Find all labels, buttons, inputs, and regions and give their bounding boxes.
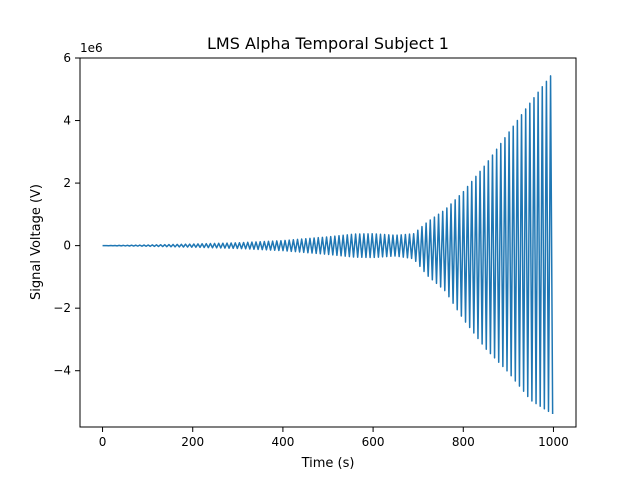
y-tick-label: −2 — [53, 301, 71, 315]
y-tick-label: 2 — [63, 176, 71, 190]
y-tick-label: 6 — [63, 51, 71, 65]
y-offset-label: 1e6 — [80, 41, 103, 55]
plot-area — [79, 57, 577, 428]
series-layer — [102, 75, 554, 414]
x-tick-label: 400 — [271, 435, 294, 449]
x-tick-label: 0 — [99, 435, 107, 449]
x-tick-label: 600 — [362, 435, 385, 449]
axes-frame — [79, 57, 577, 428]
y-tick-label: −4 — [53, 364, 71, 378]
y-axis-ticks: −4 −2 0 2 4 6 — [53, 51, 80, 378]
y-axis-label: Signal Voltage (V) — [29, 184, 44, 300]
x-axis-ticks: 0 200 400 600 800 1000 — [99, 427, 569, 449]
x-tick-label: 1000 — [538, 435, 569, 449]
chart-title: LMS Alpha Temporal Subject 1 — [207, 34, 449, 53]
x-tick-label: 200 — [181, 435, 204, 449]
y-tick-label: 4 — [63, 114, 71, 128]
y-tick-label: 0 — [63, 239, 71, 253]
x-tick-label: 800 — [452, 435, 475, 449]
signal-series-line — [102, 75, 554, 414]
x-axis-label: Time (s) — [301, 456, 355, 471]
